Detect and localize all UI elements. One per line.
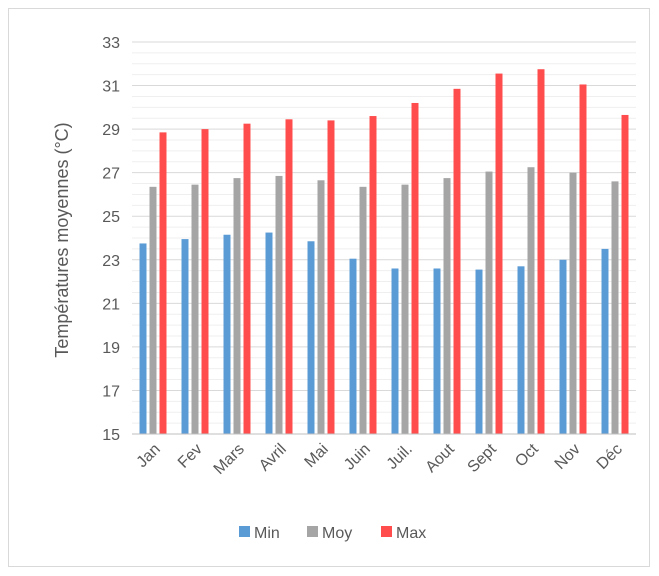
y-tick-label: 29 (102, 122, 120, 139)
legend-swatch-max (381, 526, 392, 537)
bar-min-8 (475, 269, 483, 434)
y-tick-label: 33 (102, 35, 120, 52)
bar-moy-6 (401, 184, 409, 434)
x-tick-label: Déc (594, 441, 626, 473)
bar-max-9 (537, 69, 545, 434)
bar-max-11 (621, 114, 629, 434)
bar-max-7 (453, 88, 461, 435)
bar-moy-2 (233, 178, 241, 434)
y-tick-label: 23 (102, 253, 120, 270)
gridlines (132, 41, 636, 435)
bar-max-8 (495, 73, 503, 435)
bar-max-6 (411, 102, 419, 434)
bar-max-4 (327, 120, 335, 435)
x-tick-label: Mars (211, 441, 248, 478)
bar-moy-9 (527, 167, 535, 434)
x-tick-label: Fev (175, 441, 206, 472)
bar-moy-1 (191, 184, 199, 434)
bar-max-2 (243, 123, 251, 435)
y-tick-label: 31 (102, 79, 120, 96)
bar-min-9 (517, 266, 525, 434)
x-tick-label: Jan (134, 441, 164, 471)
x-tick-label: Avril (256, 441, 290, 475)
bar-min-7 (433, 268, 441, 434)
y-tick-label: 21 (102, 296, 120, 313)
y-tick-label: 27 (102, 166, 120, 183)
x-tick-label: Nov (552, 441, 584, 473)
bar-max-3 (285, 119, 293, 435)
bar-moy-4 (317, 180, 325, 434)
bar-moy-10 (569, 172, 577, 434)
y-tick-label: 19 (102, 340, 120, 357)
legend-label-moy: Moy (322, 525, 352, 542)
bar-max-5 (369, 116, 377, 435)
y-tick-label: 17 (102, 383, 120, 400)
legend-swatch-moy (307, 526, 318, 537)
y-tick-label: 15 (102, 427, 120, 444)
bar-max-10 (579, 84, 587, 434)
legend: Min Moy Max (239, 525, 426, 542)
legend-swatch-min (239, 526, 250, 537)
x-tick-label: Oct (512, 440, 542, 470)
legend-label-min: Min (254, 525, 280, 542)
bar-moy-11 (611, 181, 619, 434)
bar-max-1 (201, 129, 209, 434)
y-axis-tick-labels: 15 17 19 21 23 25 27 29 31 33 (102, 35, 120, 444)
x-tick-label: Juin (341, 441, 374, 474)
x-tick-label: Mai (302, 441, 332, 471)
y-tick-label: 25 (102, 209, 120, 226)
bar-max-0 (159, 132, 167, 434)
y-axis-title: Températures moyennes (°C) (52, 122, 72, 357)
x-tick-label: Aout (423, 440, 459, 476)
bar-min-11 (601, 248, 609, 434)
x-axis-tick-labels: Jan Fev Mars Avril Mai Juin Juil. Aout Sept Oct No… (134, 440, 626, 478)
bar-min-10 (559, 259, 567, 434)
x-tick-label: Juil. (384, 441, 416, 473)
bar-moy-0 (149, 186, 157, 434)
bar-min-6 (391, 268, 399, 434)
bar-min-5 (349, 258, 357, 434)
bar-min-0 (139, 243, 147, 434)
bar-min-2 (223, 234, 231, 434)
legend-label-max: Max (396, 525, 426, 542)
x-tick-label: Sept (465, 440, 501, 476)
bars (139, 69, 629, 435)
bar-moy-8 (485, 171, 493, 435)
bar-moy-5 (359, 186, 367, 434)
bar-moy-3 (275, 175, 283, 434)
bar-moy-7 (443, 178, 451, 434)
bar-min-4 (307, 241, 315, 434)
bar-min-3 (265, 232, 273, 434)
bar-min-1 (181, 239, 189, 434)
